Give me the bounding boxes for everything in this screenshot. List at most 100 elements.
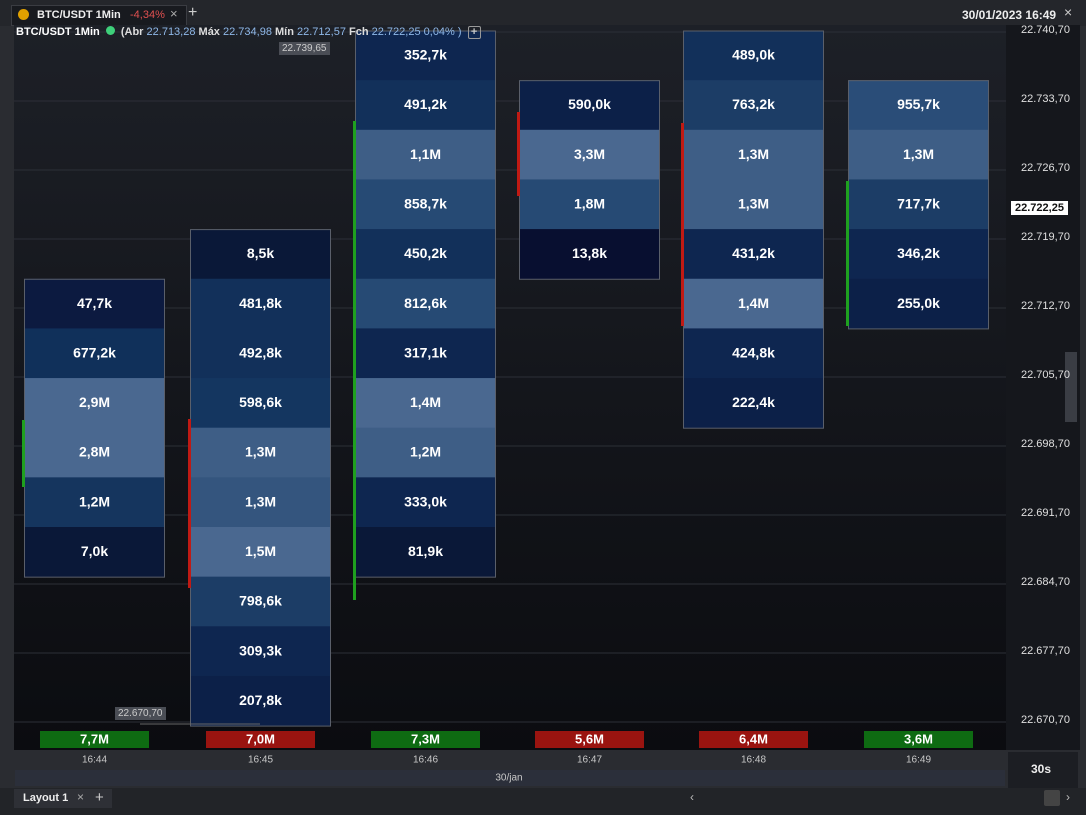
close-value: 22.722,25 xyxy=(371,26,421,38)
open-value: 22.713,28 xyxy=(146,26,196,38)
cell-label: 1,4M xyxy=(738,295,769,311)
cell-label: 81,9k xyxy=(408,543,443,559)
cell-label: 1,2M xyxy=(410,444,441,460)
volume-cell xyxy=(683,278,824,329)
volume-cell xyxy=(190,378,331,429)
volume-bar xyxy=(864,731,973,748)
candle-body xyxy=(517,112,520,196)
cell-label: 955,7k xyxy=(897,96,940,112)
volume-cell xyxy=(24,378,165,429)
cell-label: 3,3M xyxy=(574,146,605,162)
cell-label: 491,2k xyxy=(404,96,447,112)
cell-label: 1,3M xyxy=(245,493,276,509)
cell-label: 317,1k xyxy=(404,344,447,360)
side-handle[interactable] xyxy=(1065,352,1077,422)
cell-label: 2,8M xyxy=(79,444,110,460)
status-dot xyxy=(105,26,115,35)
chart-background xyxy=(14,25,1006,750)
scroll-right[interactable]: › xyxy=(1066,790,1070,804)
cell-label: 333,0k xyxy=(404,493,447,509)
price-tick-label: 22.726,70 xyxy=(1021,162,1070,174)
cell-label: 763,2k xyxy=(732,96,775,112)
timeframe-box[interactable] xyxy=(1008,752,1078,788)
legend-add[interactable]: + xyxy=(467,26,481,39)
volume-cell xyxy=(190,427,331,478)
volume-cell xyxy=(355,477,496,528)
cell-label: 13,8k xyxy=(572,245,607,261)
cell-label: 1,8M xyxy=(574,195,605,211)
candle-body xyxy=(22,420,25,487)
price-tick-label: 22.691,70 xyxy=(1021,507,1070,519)
volume-cell xyxy=(683,80,824,131)
scroll-box[interactable] xyxy=(1044,790,1060,806)
volume-cell xyxy=(24,527,165,578)
volume-cell xyxy=(355,129,496,180)
cell-label: 207,8k xyxy=(239,692,282,708)
volume-cell xyxy=(355,179,496,230)
candle-body xyxy=(846,181,849,326)
cell-label: 598,6k xyxy=(239,394,282,410)
volume-cell xyxy=(355,527,496,578)
volume-cell xyxy=(190,477,331,528)
volume-bar xyxy=(40,731,149,748)
low-marker: 22.670,70 xyxy=(115,707,166,720)
cell-label: 489,0k xyxy=(732,47,775,63)
last-price: 22.722,25 xyxy=(1011,201,1068,215)
time-label: 16:45 xyxy=(248,755,273,766)
close-layout[interactable]: × xyxy=(77,790,84,804)
date-label: 30/jan xyxy=(495,773,522,784)
high-marker: 22.739,65 xyxy=(279,42,330,55)
volume-cell xyxy=(24,328,165,379)
volume-cell xyxy=(519,229,660,280)
layout-tab[interactable] xyxy=(14,789,112,808)
volume-cell xyxy=(190,675,331,727)
volume-cell xyxy=(24,477,165,528)
time-label: 16:44 xyxy=(82,755,107,766)
cell-label: 590,0k xyxy=(568,96,611,112)
price-tick-label: 22.719,70 xyxy=(1021,231,1070,243)
cell-label: 346,2k xyxy=(897,245,940,261)
close-tab[interactable]: × xyxy=(170,6,178,21)
cell-label: 481,8k xyxy=(239,295,282,311)
volume-cell xyxy=(190,576,331,627)
volume-cell xyxy=(355,427,496,478)
volume-cell xyxy=(190,328,331,379)
volume-cell xyxy=(190,527,331,578)
cell-label: 8,5k xyxy=(247,245,274,261)
candle-body xyxy=(353,121,356,600)
open-label: (Abr xyxy=(120,26,144,38)
volume-cell xyxy=(848,129,989,180)
cell-label: 858,7k xyxy=(404,195,447,211)
layout-tab-label[interactable]: Layout 1 xyxy=(23,792,68,804)
volume-label: 3,6M xyxy=(904,731,933,746)
close-window[interactable]: × xyxy=(1064,4,1073,20)
volume-cell xyxy=(519,80,660,131)
volume-bar xyxy=(371,731,480,748)
cell-label: 677,2k xyxy=(73,344,116,360)
add-tab[interactable]: + xyxy=(188,4,198,21)
volume-cell xyxy=(683,179,824,230)
high-value: 22.734,98 xyxy=(223,26,272,38)
price-tick-label: 22.698,70 xyxy=(1021,438,1070,450)
volume-bar xyxy=(535,731,644,748)
tab-title: BTC/USDT 1Min xyxy=(37,9,121,21)
volume-label: 5,6M xyxy=(575,731,604,746)
volume-label: 7,0M xyxy=(246,731,275,746)
scroll-left[interactable]: ‹ xyxy=(690,790,694,804)
timeframe[interactable]: 30s xyxy=(1031,762,1051,776)
change-value: 0,04% ) xyxy=(423,26,462,38)
low-value: 22.712,57 xyxy=(297,26,346,38)
price-tick-label: 22.684,70 xyxy=(1021,576,1070,588)
time-label: 16:47 xyxy=(577,755,602,766)
high-label: Máx xyxy=(198,26,220,38)
cell-label: 450,2k xyxy=(404,245,447,261)
add-layout[interactable]: + xyxy=(95,789,104,806)
volume-cell xyxy=(848,229,989,280)
volume-cell xyxy=(683,30,824,81)
tab-change: -4,34% xyxy=(130,9,165,21)
tab-icon xyxy=(18,9,29,20)
cell-label: 1,1M xyxy=(410,146,441,162)
volume-cell xyxy=(355,229,496,280)
